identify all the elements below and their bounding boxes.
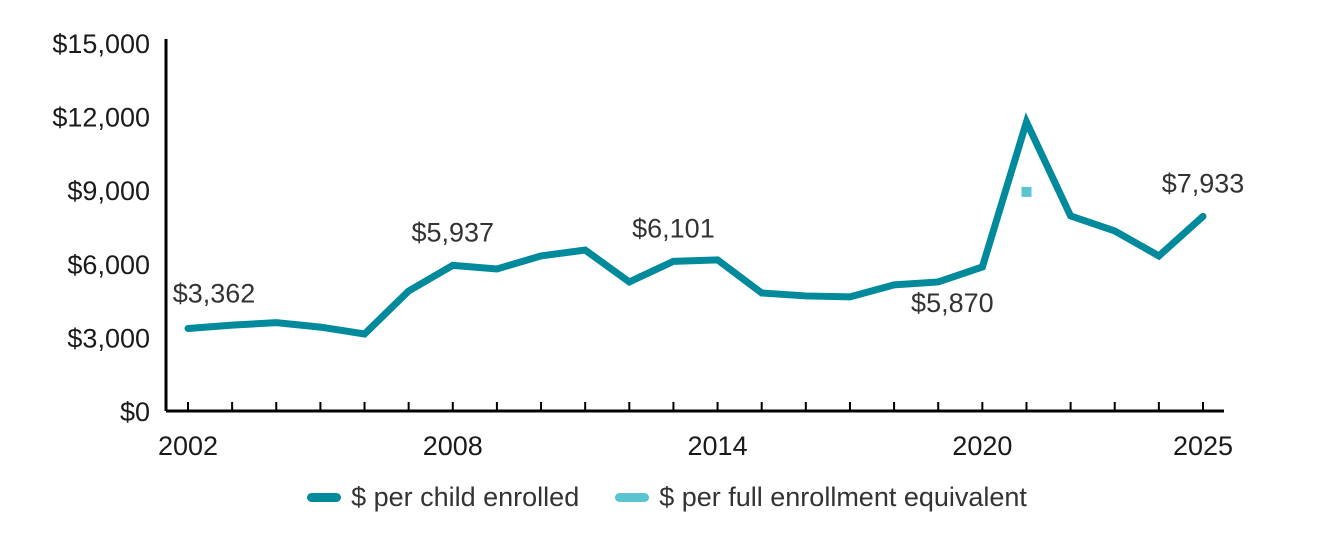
- data-label: $5,937: [411, 217, 494, 247]
- legend-label-per-fte: $ per full enrollment equivalent: [659, 482, 1027, 512]
- annotation-layer: $3,362 $5,937 $6,101 $5,870 $7,933: [173, 168, 1245, 318]
- y-tick-label: $12,000: [52, 103, 150, 133]
- line-chart: $0$3,000$6,000$9,000$12,000$15,000 2002 2…: [52, 29, 1245, 461]
- x-tick-label: 2002: [158, 431, 218, 461]
- y-tick-label: $0: [120, 397, 150, 427]
- legend-label-per-child: $ per child enrolled: [351, 482, 580, 512]
- series-layer: [184, 112, 1207, 338]
- data-label: $6,101: [632, 213, 715, 243]
- legend-item-per-fte[interactable]: $ per full enrollment equivalent: [615, 482, 1027, 513]
- data-point-per-fte: [1021, 186, 1032, 197]
- x-tick-label: 2008: [423, 431, 483, 461]
- x-tick-label: 2020: [952, 431, 1012, 461]
- x-axis: 2002 2008 2014 2020 2025: [158, 402, 1233, 461]
- legend-swatch-per-fte: [615, 493, 650, 502]
- data-label: $3,362: [173, 279, 256, 309]
- y-tick-label: $6,000: [67, 250, 150, 280]
- y-tick-label: $9,000: [67, 176, 150, 206]
- data-label: $7,933: [1162, 168, 1245, 198]
- y-tick-label: $3,000: [67, 323, 150, 353]
- y-tick-label: $15,000: [52, 29, 150, 59]
- y-axis: $0 $3,000 $6,000 $9,000 $12,000 $15,000: [52, 29, 168, 427]
- legend-item-per-child[interactable]: $ per child enrolled: [307, 482, 579, 513]
- series-line-per-child: [184, 112, 1207, 338]
- x-tick-label: 2025: [1173, 431, 1233, 461]
- data-label: $5,870: [911, 288, 994, 318]
- x-tick-label: 2014: [688, 431, 748, 461]
- legend: $ per child enrolled $ per full enrollme…: [0, 482, 1334, 513]
- legend-swatch-per-child: [307, 493, 342, 502]
